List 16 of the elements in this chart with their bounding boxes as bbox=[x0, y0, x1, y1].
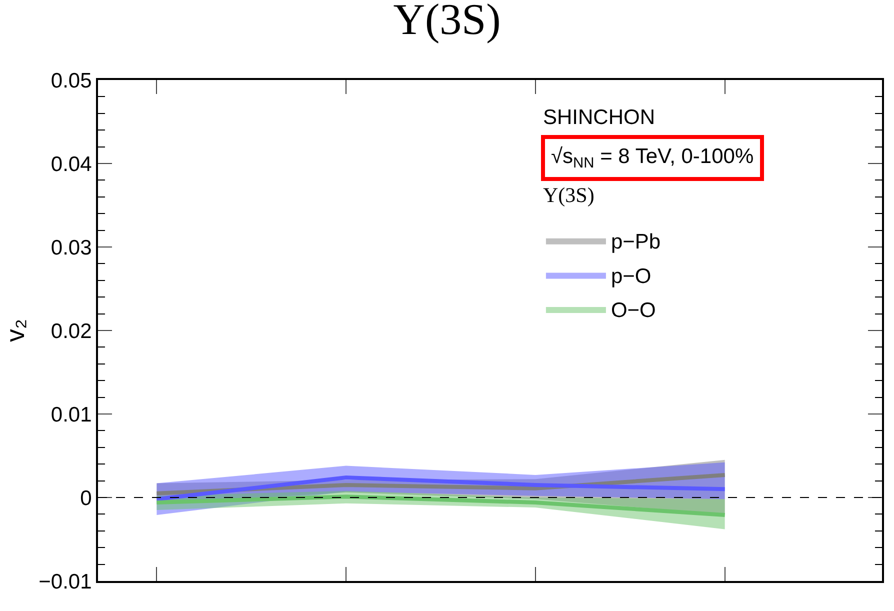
y-tick-label: −0.01 bbox=[38, 570, 92, 594]
y-tick-label: 0.01 bbox=[50, 403, 92, 426]
y-tick-label: 0 bbox=[80, 486, 92, 510]
y-axis-title: v₂ bbox=[0, 318, 30, 342]
y-tick-label: 0.05 bbox=[50, 69, 92, 92]
y-tick-label: 0.04 bbox=[50, 152, 92, 176]
annotation: Υ(3S) bbox=[543, 183, 594, 207]
legend-label: O−O bbox=[610, 299, 656, 322]
legend-label: p−O bbox=[610, 264, 652, 288]
line-series bbox=[154, 475, 727, 502]
annotation: √s$_{NN}$ = 8 TeV, 0-100% bbox=[551, 145, 754, 172]
y-tick-label: 0.03 bbox=[50, 236, 92, 260]
chart-title: Υ(3S) bbox=[393, 0, 501, 44]
legend-label: p−Pb bbox=[610, 230, 661, 254]
y-tick-label: 0.02 bbox=[50, 320, 92, 343]
annotation: SHINCHON bbox=[543, 106, 656, 129]
